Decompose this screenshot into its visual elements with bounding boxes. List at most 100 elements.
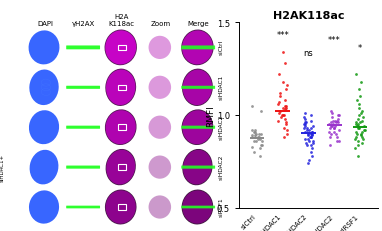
Point [252, 128, 258, 132]
Point [359, 130, 365, 134]
Point [257, 132, 264, 136]
FancyBboxPatch shape [181, 206, 215, 208]
Point [328, 132, 334, 136]
Text: ns: ns [304, 49, 313, 58]
Ellipse shape [106, 191, 136, 224]
Point [257, 154, 263, 158]
Point [308, 151, 314, 154]
Title: H2AK118ac: H2AK118ac [273, 11, 344, 21]
Point [280, 106, 286, 110]
Point [327, 110, 333, 114]
Point [259, 143, 265, 147]
Bar [118, 125, 126, 130]
Point [278, 116, 285, 119]
Point [276, 73, 282, 77]
Point [355, 125, 361, 128]
Point [252, 134, 258, 138]
Point [249, 136, 255, 140]
Point [358, 132, 364, 136]
Point [359, 136, 365, 140]
Point [310, 141, 316, 145]
Text: siCtrl: siCtrl [219, 40, 223, 55]
Ellipse shape [182, 191, 212, 224]
Point [283, 104, 289, 108]
Point [327, 127, 333, 130]
Point [284, 132, 290, 136]
Point [282, 99, 288, 103]
Ellipse shape [149, 196, 171, 219]
Point [355, 143, 361, 147]
Point [353, 121, 359, 125]
Point [308, 132, 314, 136]
Point [302, 112, 308, 116]
Point [309, 130, 316, 134]
Point [277, 95, 283, 99]
Point [329, 112, 335, 116]
Point [306, 158, 312, 162]
Ellipse shape [29, 31, 60, 65]
Point [332, 125, 338, 128]
Point [334, 140, 340, 143]
FancyBboxPatch shape [181, 86, 215, 89]
Point [251, 151, 257, 154]
Ellipse shape [149, 116, 171, 139]
Ellipse shape [183, 70, 212, 106]
Point [330, 119, 336, 123]
Point [249, 104, 255, 108]
Point [282, 117, 288, 121]
Ellipse shape [106, 111, 136, 145]
Point [326, 123, 332, 127]
Point [283, 106, 289, 110]
Text: γH2AX: γH2AX [72, 21, 95, 27]
Point [282, 62, 288, 66]
Point [352, 147, 358, 151]
Bar [118, 85, 126, 91]
Point [252, 136, 258, 140]
Point [301, 127, 307, 130]
Ellipse shape [105, 149, 136, 185]
Point [358, 134, 364, 138]
FancyBboxPatch shape [181, 126, 215, 129]
FancyBboxPatch shape [181, 166, 215, 169]
Point [362, 128, 368, 132]
FancyBboxPatch shape [66, 46, 100, 50]
Point [333, 121, 339, 125]
Point [354, 99, 360, 103]
FancyBboxPatch shape [66, 206, 100, 208]
Point [308, 119, 314, 123]
Point [257, 138, 263, 141]
Point [335, 121, 341, 125]
Point [309, 134, 316, 138]
Text: siHDAC2: siHDAC2 [219, 114, 223, 140]
Point [353, 73, 359, 77]
Point [277, 91, 283, 95]
Point [304, 162, 311, 165]
Point [277, 112, 283, 116]
Point [361, 125, 367, 128]
Ellipse shape [29, 111, 59, 145]
Point [357, 121, 363, 125]
Point [309, 130, 315, 134]
Point [276, 101, 282, 104]
Ellipse shape [181, 110, 213, 145]
Point [331, 127, 337, 130]
Point [280, 136, 286, 140]
Point [308, 136, 314, 140]
Text: ***: *** [276, 31, 289, 40]
Ellipse shape [181, 190, 213, 225]
Point [252, 130, 258, 134]
Point [283, 128, 290, 132]
FancyBboxPatch shape [66, 86, 100, 89]
FancyBboxPatch shape [66, 126, 100, 129]
Point [358, 80, 364, 84]
Point [258, 110, 264, 114]
Ellipse shape [182, 149, 212, 185]
Point [303, 141, 309, 145]
Y-axis label: RMFI: RMFI [206, 105, 215, 126]
Text: *: * [358, 44, 362, 53]
Point [326, 130, 332, 134]
Point [356, 88, 362, 91]
Point [309, 147, 315, 151]
Ellipse shape [183, 150, 212, 185]
Point [354, 125, 360, 128]
